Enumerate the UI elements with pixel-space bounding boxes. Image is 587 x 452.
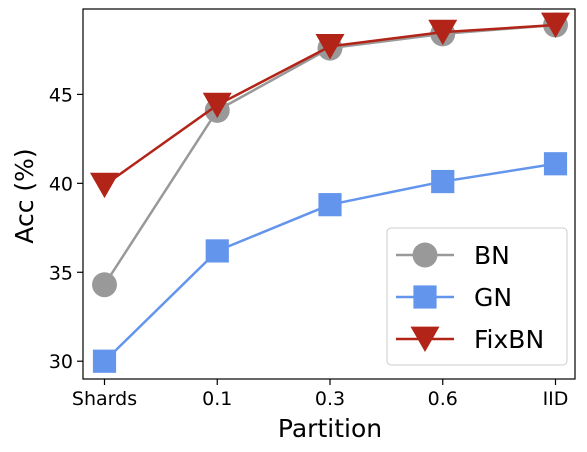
x-tick-label: 0.3 <box>315 388 345 410</box>
y-axis-title: Acc (%) <box>10 148 39 243</box>
plot-frame <box>82 8 576 380</box>
series-fixbn <box>90 12 570 199</box>
data-point-fixbn <box>315 34 345 60</box>
series-layer <box>90 12 570 373</box>
x-tick-label: 0.1 <box>202 388 232 410</box>
data-point-gn <box>431 169 455 194</box>
data-point-gn <box>92 349 117 373</box>
axes-layer: Shards 0.1 0.3 0.6 IID 30 35 40 45 <box>49 8 576 410</box>
y-tick-label: 40 <box>49 173 73 195</box>
x-tick-label: 0.6 <box>428 388 458 410</box>
series-gn <box>92 152 568 373</box>
data-point-fixbn <box>428 19 458 46</box>
legend-label-bn: BN <box>474 241 510 270</box>
legend-entry-fixbn: FixBN <box>396 325 544 354</box>
x-tick-label: IID <box>543 388 569 410</box>
legend-entry-bn: BN <box>396 241 510 270</box>
y-tick-label: 45 <box>49 84 73 106</box>
x-tick-label: Shards <box>72 388 137 410</box>
x-axis-title: Partition <box>278 414 382 443</box>
y-tick-label: 30 <box>49 351 73 373</box>
legend-marker-fixbn <box>410 326 440 353</box>
data-point-fixbn <box>90 172 119 199</box>
legend-entry-gn: GN <box>396 283 512 312</box>
legend: BN GN FixBN <box>386 227 568 366</box>
data-point-gn <box>205 239 229 263</box>
data-point-bn <box>92 272 117 298</box>
data-point-fixbn <box>541 12 570 39</box>
data-point-fixbn <box>202 92 232 119</box>
legend-marker-bn <box>412 242 438 268</box>
data-point-gn <box>318 193 342 217</box>
data-point-gn <box>543 152 568 176</box>
legend-marker-gn <box>413 285 437 309</box>
legend-label-gn: GN <box>474 283 512 312</box>
legend-label-fixbn: FixBN <box>474 325 544 354</box>
y-tick-label: 35 <box>49 262 73 284</box>
